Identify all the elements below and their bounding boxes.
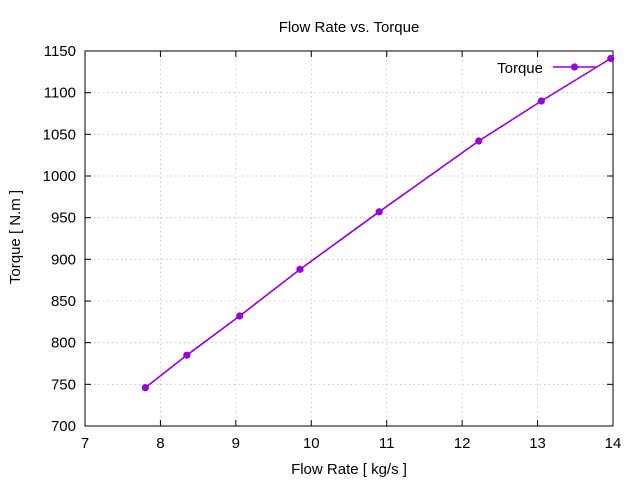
y-tick-label: 700 [51, 418, 76, 435]
data-point [236, 312, 244, 320]
legend-marker [570, 63, 579, 71]
data-point [475, 137, 483, 145]
y-tick-label: 900 [51, 251, 76, 268]
x-tick-label: 10 [303, 435, 320, 452]
x-tick-label: 13 [529, 435, 546, 452]
data-point [607, 54, 615, 63]
data-point [141, 384, 149, 392]
y-tick-label: 1050 [43, 126, 76, 143]
y-tick-label: 1000 [43, 168, 76, 185]
data-point [183, 351, 191, 359]
data-point [537, 97, 545, 105]
data-point [296, 265, 304, 273]
x-tick-label: 11 [379, 435, 395, 452]
x-tick-label: 7 [81, 435, 89, 452]
x-tick-label: 12 [454, 435, 471, 452]
x-tick-label: 14 [605, 435, 622, 452]
y-tick-label: 950 [51, 210, 76, 227]
y-tick-label: 850 [51, 293, 76, 310]
y-axis-label: Torque [ N.m ] [7, 190, 24, 284]
x-tick-label: 8 [156, 435, 164, 452]
data-point [375, 208, 383, 216]
series-layer [141, 54, 615, 392]
y-tick-label: 1100 [44, 85, 76, 102]
plot-frame [84, 50, 614, 427]
y-tick-label: 800 [51, 335, 76, 352]
legend: Torque [497, 60, 596, 77]
x-axis-label: Flow Rate [ kg/s ] [291, 461, 407, 478]
x-tick-label: 9 [232, 435, 240, 452]
axis-ticks: 7 8 9 10 11 12 13 14 700 750 800 850 900 950 1000 1050 1… [43, 43, 622, 452]
y-tick-label: 750 [51, 376, 76, 393]
series-line [144, 57, 612, 389]
y-tick-label: 1150 [44, 43, 76, 60]
legend-label: Torque [497, 60, 543, 77]
chart-title: Flow Rate vs. Torque [279, 19, 420, 36]
